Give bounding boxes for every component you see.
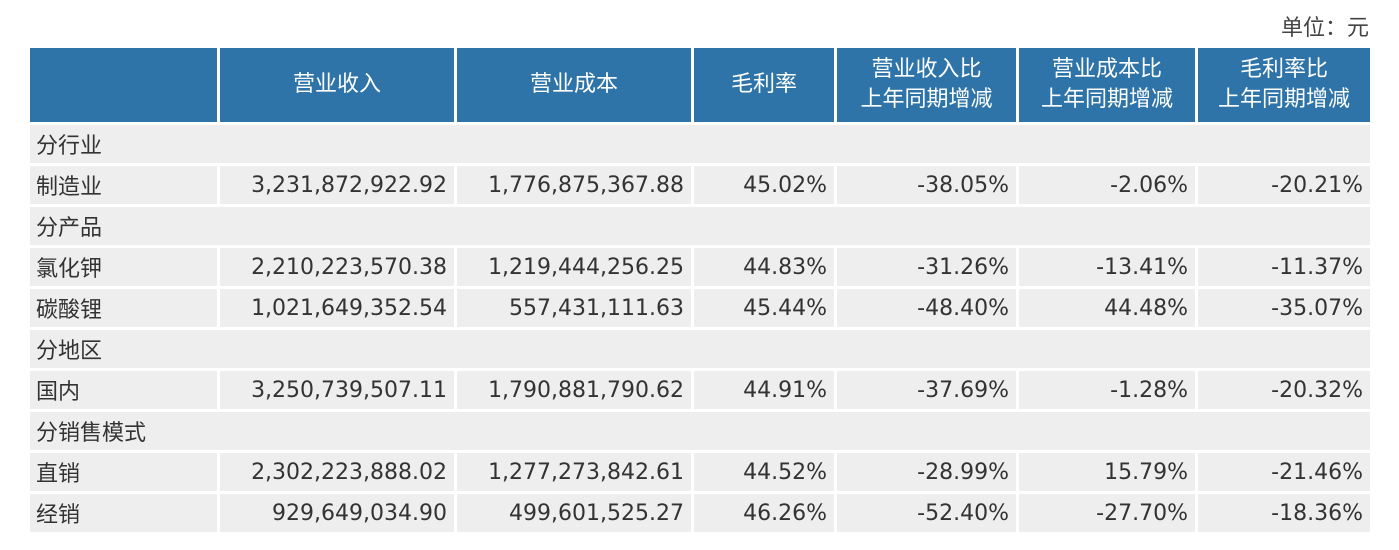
cell-margin-yoy: -21.46% <box>1198 453 1370 491</box>
cell-cost: 1,277,273,842.61 <box>457 453 691 491</box>
section-row-sales-mode: 分销售模式 <box>30 412 1370 450</box>
cell-revenue-yoy: -37.69% <box>837 371 1016 409</box>
cell-margin: 45.44% <box>694 289 834 327</box>
table-row-potassium-chloride: 氯化钾 2,210,223,570.38 1,219,444,256.25 44… <box>30 248 1370 286</box>
section-row-region: 分地区 <box>30 330 1370 368</box>
cell-revenue-yoy: -52.40% <box>837 494 1016 532</box>
table-row-lithium-carbonate: 碳酸锂 1,021,649,352.54 557,431,111.63 45.4… <box>30 289 1370 327</box>
header-cost-yoy-line1: 营业成本比 <box>1051 57 1162 82</box>
cell-revenue-yoy: -31.26% <box>837 248 1016 286</box>
cell-cost: 1,219,444,256.25 <box>457 248 691 286</box>
header-margin-yoy: 毛利率比 上年同期增减 <box>1198 48 1370 122</box>
cell-cost-yoy: -2.06% <box>1019 166 1195 204</box>
header-revenue: 营业收入 <box>220 48 454 122</box>
cell-margin-yoy: -20.21% <box>1198 166 1370 204</box>
table-row-domestic: 国内 3,250,739,507.11 1,790,881,790.62 44.… <box>30 371 1370 409</box>
row-label: 国内 <box>30 371 217 409</box>
cell-margin-yoy: -20.32% <box>1198 371 1370 409</box>
unit-label: 单位：元 <box>1280 16 1369 41</box>
row-label: 直销 <box>30 453 217 491</box>
cell-margin: 44.52% <box>694 453 834 491</box>
row-label: 氯化钾 <box>30 248 217 286</box>
table-row-direct-sales: 直销 2,302,223,888.02 1,277,273,842.61 44.… <box>30 453 1370 491</box>
cell-margin: 45.02% <box>694 166 834 204</box>
cell-cost: 1,776,875,367.88 <box>457 166 691 204</box>
cell-margin: 46.26% <box>694 494 834 532</box>
header-margin: 毛利率 <box>694 48 834 122</box>
cell-cost-yoy: -27.70% <box>1019 494 1195 532</box>
header-cost: 营业成本 <box>457 48 691 122</box>
header-margin-yoy-line2: 上年同期增减 <box>1217 87 1350 112</box>
section-label: 分行业 <box>30 125 1370 163</box>
cell-cost-yoy: 44.48% <box>1019 289 1195 327</box>
cell-revenue: 1,021,649,352.54 <box>220 289 454 327</box>
header-margin-yoy-line1: 毛利率比 <box>1239 57 1328 82</box>
section-label: 分销售模式 <box>30 412 1370 450</box>
cell-cost-yoy: 15.79% <box>1019 453 1195 491</box>
section-row-industry: 分行业 <box>30 125 1370 163</box>
section-row-product: 分产品 <box>30 207 1370 245</box>
section-label: 分地区 <box>30 330 1370 368</box>
cell-margin-yoy: -18.36% <box>1198 494 1370 532</box>
table-row-manufacturing: 制造业 3,231,872,922.92 1,776,875,367.88 45… <box>30 166 1370 204</box>
header-revenue-yoy-line2: 上年同期增减 <box>860 87 993 112</box>
cell-margin: 44.83% <box>694 248 834 286</box>
header-cost-yoy: 营业成本比 上年同期增减 <box>1019 48 1195 122</box>
cell-revenue: 3,231,872,922.92 <box>220 166 454 204</box>
cell-revenue: 929,649,034.90 <box>220 494 454 532</box>
cell-revenue: 2,302,223,888.02 <box>220 453 454 491</box>
cell-revenue-yoy: -28.99% <box>837 453 1016 491</box>
table-row-distribution: 经销 929,649,034.90 499,601,525.27 46.26% … <box>30 494 1370 532</box>
header-cost-yoy-line2: 上年同期增减 <box>1040 87 1173 112</box>
cell-cost-yoy: -1.28% <box>1019 371 1195 409</box>
cell-margin-yoy: -11.37% <box>1198 248 1370 286</box>
row-label: 碳酸锂 <box>30 289 217 327</box>
cell-revenue-yoy: -48.40% <box>837 289 1016 327</box>
section-label: 分产品 <box>30 207 1370 245</box>
financial-table: 营业收入 营业成本 毛利率 营业收入比 上年同期增减 营业成本比 上年同期增减 … <box>27 45 1373 535</box>
cell-revenue-yoy: -38.05% <box>837 166 1016 204</box>
header-revenue-yoy: 营业收入比 上年同期增减 <box>837 48 1016 122</box>
header-row: 营业收入 营业成本 毛利率 营业收入比 上年同期增减 营业成本比 上年同期增减 … <box>30 48 1370 122</box>
header-revenue-yoy-line1: 营业收入比 <box>871 57 982 82</box>
cell-cost: 557,431,111.63 <box>457 289 691 327</box>
row-label: 经销 <box>30 494 217 532</box>
row-label: 制造业 <box>30 166 217 204</box>
cell-revenue: 3,250,739,507.11 <box>220 371 454 409</box>
header-blank <box>30 48 217 122</box>
cell-cost-yoy: -13.41% <box>1019 248 1195 286</box>
cell-cost: 1,790,881,790.62 <box>457 371 691 409</box>
cell-margin: 44.91% <box>694 371 834 409</box>
cell-revenue: 2,210,223,570.38 <box>220 248 454 286</box>
cell-cost: 499,601,525.27 <box>457 494 691 532</box>
cell-margin-yoy: -35.07% <box>1198 289 1370 327</box>
